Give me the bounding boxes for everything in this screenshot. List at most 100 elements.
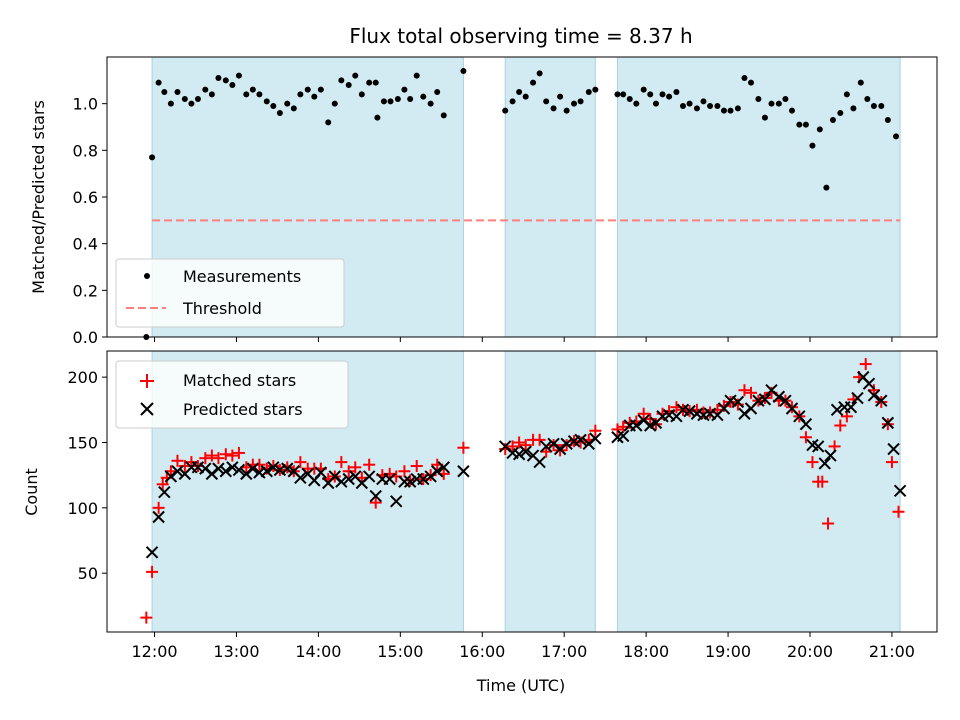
counts-legend: Matched stars Predicted stars bbox=[115, 360, 349, 429]
matched-stars-point bbox=[816, 475, 829, 488]
predicted-stars-point bbox=[893, 484, 907, 498]
measurement-point bbox=[276, 110, 283, 116]
predicted-stars-point bbox=[145, 546, 159, 559]
counts-legend-box bbox=[115, 360, 349, 429]
measurement-point bbox=[768, 100, 775, 107]
measurement-point bbox=[864, 96, 871, 102]
matched-stars-point bbox=[533, 433, 546, 446]
predicted-stars-point bbox=[342, 472, 355, 486]
matched-stars-point bbox=[589, 424, 602, 437]
matched-stars-point bbox=[885, 456, 898, 469]
measurement-point bbox=[557, 93, 564, 100]
predicted-stars-point bbox=[824, 449, 837, 462]
measurement-point bbox=[550, 105, 557, 112]
predicted-stars-point bbox=[887, 442, 900, 456]
predicted-stars-point bbox=[457, 465, 470, 478]
measurement-point bbox=[420, 93, 427, 100]
measurement-point bbox=[249, 86, 256, 93]
measurement-point bbox=[509, 98, 516, 105]
predicted-stars-point bbox=[560, 437, 573, 451]
matched-stars-point bbox=[637, 407, 650, 420]
matched-stars-point bbox=[822, 517, 835, 530]
measurement-point bbox=[788, 107, 795, 114]
predicted-stars-point bbox=[226, 461, 239, 474]
observing-window bbox=[616, 56, 901, 338]
matched-stars-point bbox=[349, 461, 362, 474]
measurement-point bbox=[174, 89, 181, 95]
measurement-point bbox=[311, 93, 318, 100]
panel-counts: 50 100 150 200 12:00 13:00 14:00 15:00 16:00 17:… bbox=[22, 350, 938, 695]
predicted-stars-point bbox=[362, 470, 376, 483]
measurement-point bbox=[837, 110, 844, 116]
predicted-stars-point bbox=[383, 472, 396, 486]
measurement-point bbox=[366, 79, 373, 86]
matched-stars-point bbox=[171, 454, 184, 467]
measurement-point bbox=[592, 86, 599, 93]
measurement-point bbox=[394, 96, 401, 102]
matched-stars-point bbox=[212, 452, 225, 465]
predicted-stars-point bbox=[875, 394, 888, 407]
predicted-stars-point bbox=[799, 417, 813, 431]
measurement-point bbox=[823, 184, 830, 191]
measurement-point bbox=[516, 89, 523, 95]
measurement-point bbox=[816, 126, 823, 133]
measurement-point bbox=[741, 75, 748, 81]
measurement-point bbox=[802, 121, 809, 128]
measurement-point bbox=[358, 91, 365, 98]
measurement-point bbox=[720, 107, 727, 114]
measurement-point bbox=[884, 117, 891, 123]
measurement-point bbox=[407, 96, 414, 102]
measurement-point bbox=[304, 86, 311, 93]
measurement-point bbox=[338, 77, 345, 84]
predicted-stars-point bbox=[862, 377, 876, 390]
measurement-point bbox=[543, 98, 550, 105]
predicted-stars-point bbox=[232, 463, 246, 477]
x-tick-label: 13:00 bbox=[213, 642, 259, 661]
measurement-point bbox=[188, 100, 195, 107]
measurement-point bbox=[155, 79, 162, 86]
measurement-point bbox=[372, 79, 379, 86]
measurement-point bbox=[202, 86, 209, 93]
measurement-point bbox=[614, 91, 621, 98]
predicted-stars-point bbox=[616, 429, 630, 443]
matched-stars-point bbox=[834, 419, 847, 432]
x-tick-label: 20:00 bbox=[787, 642, 833, 661]
measurement-point bbox=[149, 154, 156, 161]
measurement-point bbox=[850, 105, 857, 112]
matched-stars-point bbox=[859, 358, 872, 371]
predicted-stars-point bbox=[519, 445, 532, 458]
measurement-point bbox=[352, 72, 359, 79]
predicted-stars-point bbox=[281, 462, 294, 475]
measurement-point bbox=[652, 100, 659, 107]
measurement-point bbox=[434, 89, 441, 95]
measurement-point bbox=[222, 77, 229, 84]
ratio-legend-box bbox=[115, 258, 345, 328]
matched-stars-point bbox=[806, 456, 819, 469]
measurement-point bbox=[700, 98, 707, 105]
measurement-point bbox=[666, 93, 673, 100]
measurement-point bbox=[161, 89, 168, 95]
predicted-stars-point bbox=[533, 455, 546, 469]
y-tick-label: 150 bbox=[67, 433, 98, 452]
legend-measurements-label: Measurements bbox=[183, 267, 301, 286]
chart-title: Flux total observing time = 8.37 h bbox=[349, 24, 692, 48]
measurement-point bbox=[809, 142, 816, 149]
predicted-stars-point bbox=[369, 489, 382, 503]
predicted-stars-point bbox=[512, 448, 526, 461]
matched-stars-point bbox=[294, 456, 307, 469]
measurement-point bbox=[878, 103, 885, 109]
predicted-stars-point bbox=[818, 457, 831, 470]
matched-stars-point bbox=[219, 448, 232, 461]
matched-stars-point bbox=[519, 439, 532, 452]
predicted-stars-point bbox=[212, 462, 225, 475]
measurement-point bbox=[659, 91, 666, 98]
y-tick-label: 100 bbox=[67, 499, 98, 518]
predicted-stars-point bbox=[844, 400, 858, 414]
ratio-legend: Measurements Threshold bbox=[115, 258, 345, 328]
measurement-point bbox=[167, 100, 174, 107]
x-tick-label: 21:00 bbox=[869, 642, 915, 661]
x-tick-label: 15:00 bbox=[377, 642, 423, 661]
y-tick-label: 1.0 bbox=[73, 95, 98, 114]
predicted-stars-point bbox=[390, 495, 403, 508]
